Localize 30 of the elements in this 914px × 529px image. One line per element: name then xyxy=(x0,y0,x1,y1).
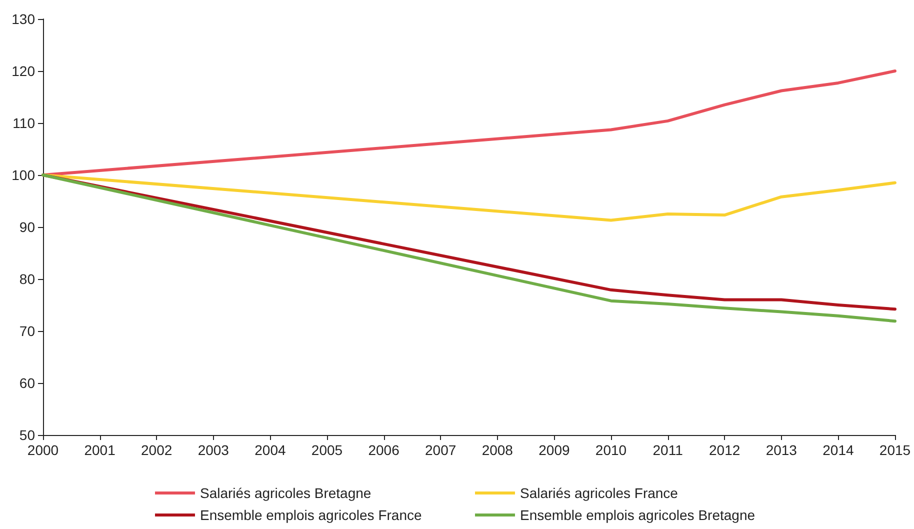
x-tick-label: 2000 xyxy=(27,442,59,458)
line-series xyxy=(42,174,896,222)
legend-label: Salariés agricoles Bretagne xyxy=(200,485,372,501)
x-tick-label: 2015 xyxy=(879,442,911,458)
y-tick-label: 130 xyxy=(12,11,36,27)
x-tick-label: 2014 xyxy=(822,442,854,458)
x-tick-label: 2009 xyxy=(538,442,570,458)
x-tick-label: 2013 xyxy=(766,442,798,458)
y-tick-label: 100 xyxy=(12,167,36,183)
x-tick-label: 2002 xyxy=(141,442,172,458)
y-tick-label: 60 xyxy=(19,375,36,391)
y-tick-label: 120 xyxy=(12,63,36,79)
y-tick-label: 80 xyxy=(19,271,36,287)
x-tick-label: 2010 xyxy=(595,442,627,458)
y-tick-label: 90 xyxy=(19,219,36,235)
legend-label: Salariés agricoles France xyxy=(520,485,678,501)
legend-label: Ensemble emplois agricoles France xyxy=(200,507,422,523)
x-tick-label: 2001 xyxy=(84,442,116,458)
x-tick-label: 2006 xyxy=(368,442,400,458)
x-tick-label: 2003 xyxy=(198,442,230,458)
y-tick-label: 50 xyxy=(19,427,36,443)
x-tick-label: 2004 xyxy=(254,442,286,458)
x-tick-label: 2012 xyxy=(709,442,740,458)
x-tick-label: 2008 xyxy=(482,442,514,458)
y-tick-label: 110 xyxy=(12,115,36,131)
x-tick-label: 2007 xyxy=(425,442,456,458)
x-tick-label: 2011 xyxy=(652,442,684,458)
legend-label: Ensemble emplois agricoles Bretagne xyxy=(520,507,756,523)
x-tick-label: 2005 xyxy=(311,442,343,458)
y-tick-label: 70 xyxy=(19,323,36,339)
